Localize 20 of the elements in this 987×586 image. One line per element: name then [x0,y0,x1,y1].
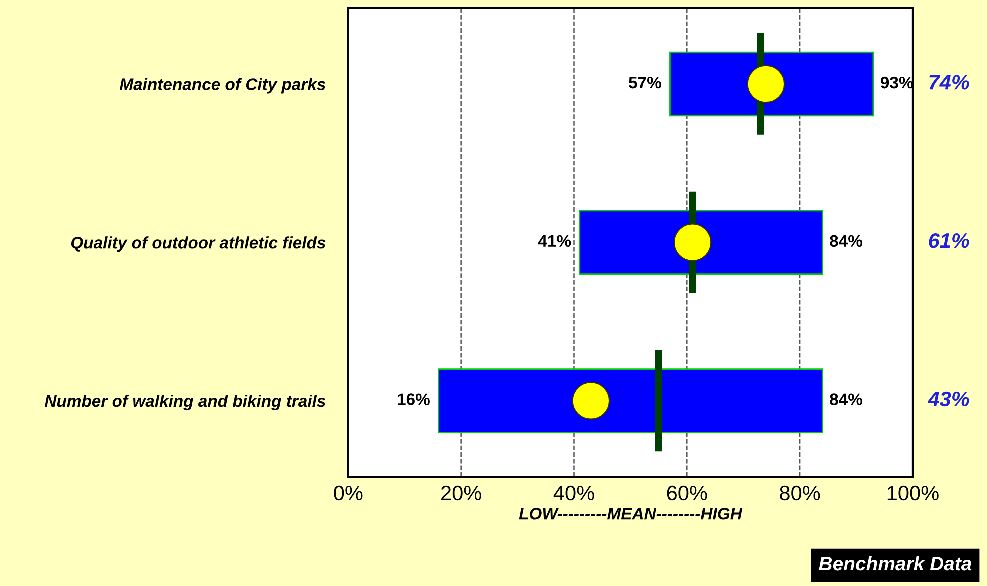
annotation: 57% [629,76,662,89]
x-tick-label: 100% [888,486,939,501]
annotation: 41% [538,235,572,248]
y-tick-label: Quality of outdoor athletic fields [71,236,326,252]
x-tick-label: 80% [780,486,820,501]
y-tick-label: Maintenance of City parks [120,78,326,94]
text: Benchmark Data [819,556,972,571]
data-label: 84% [830,394,863,406]
x-tick-label: 0% [334,486,363,501]
x-tick-label: 60% [667,486,708,501]
data-label: 43% [928,392,970,407]
data-label: 84% [830,235,863,248]
x-axis-title: LOW---------MEAN--------HIGH [519,508,743,520]
x-tick-label: 20% [442,486,482,501]
data-label: 93% [880,76,914,89]
data-label: 74% [930,75,970,90]
annotation: 16% [398,394,430,406]
data-label: 61% [929,233,970,248]
y-tick-label: Number of walking and biking trails [44,394,326,410]
x-tick-label: 40% [554,486,594,501]
